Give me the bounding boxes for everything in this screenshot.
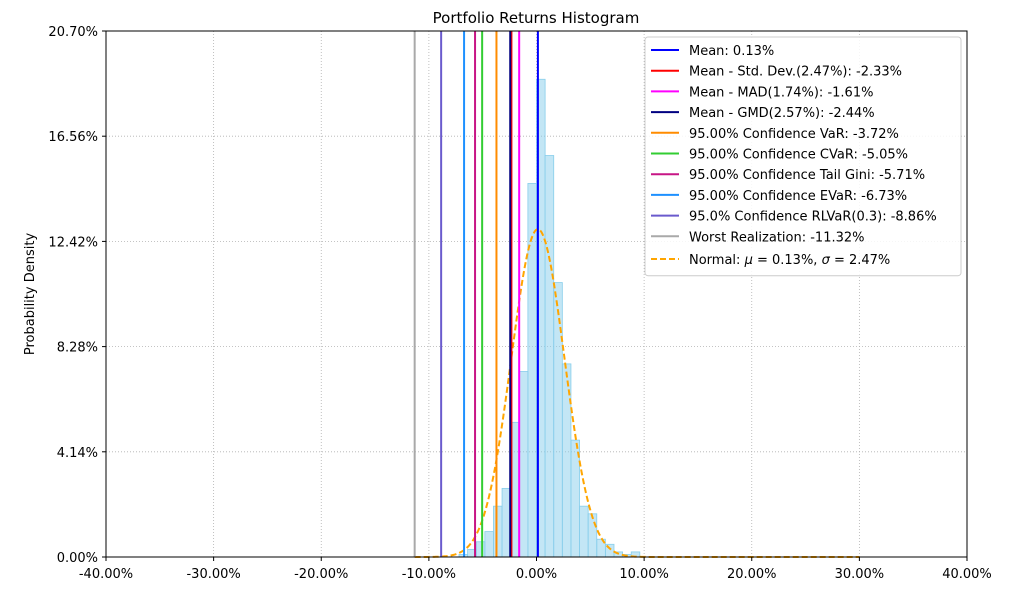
legend-label: 95.00% Confidence EVaR: -6.73%	[689, 189, 907, 204]
histogram-bar	[484, 531, 494, 558]
legend-label: 95.00% Confidence VaR: -3.72%	[689, 127, 899, 142]
x-axis-ticks: -40.00% -30.00% -20.00% -10.00% 0.00% 10.00% 2…	[79, 557, 992, 582]
histogram-bar	[518, 371, 529, 558]
x-tick-label: 10.00%	[619, 567, 669, 582]
y-tick-label: 20.70%	[48, 25, 98, 40]
histogram-bar	[587, 513, 598, 558]
legend-label: 95.00% Confidence Tail Gini: -5.71%	[689, 168, 925, 183]
histogram-bar	[475, 541, 486, 558]
x-tick-label: 0.00%	[516, 567, 557, 582]
x-tick-label: 20.00%	[727, 567, 777, 582]
chart-title: Portfolio Returns Histogram	[433, 9, 640, 27]
legend-label-normal-part: σ	[822, 253, 831, 268]
legend-label: Worst Realization: -11.32%	[689, 230, 865, 245]
y-tick-label: 8.28%	[57, 341, 98, 356]
y-tick-label: 4.14%	[57, 446, 98, 461]
y-axis-label: Probability Density	[23, 233, 38, 356]
legend-label: Mean - GMD(2.57%): -2.44%	[689, 106, 875, 121]
risk-lines	[413, 31, 539, 557]
legend-label: Mean - Std. Dev.(2.47%): -2.33%	[689, 65, 902, 80]
legend-label: Mean: 0.13%	[689, 44, 774, 59]
histogram-bar	[553, 282, 563, 558]
histogram-bar	[493, 505, 503, 558]
y-axis-ticks: 0.00% 4.14% 8.28% 12.42% 16.56% 20.70%	[48, 25, 106, 566]
histogram-bar	[579, 505, 589, 558]
x-tick-label: 30.00%	[835, 567, 885, 582]
x-tick-label: -30.00%	[186, 567, 240, 582]
legend-box	[644, 36, 962, 277]
x-tick-label: -10.00%	[402, 567, 456, 582]
legend-label: 95.00% Confidence CVaR: -5.05%	[689, 148, 908, 163]
legend-label: Mean - MAD(1.74%): -1.61%	[689, 85, 873, 100]
x-tick-label: -20.00%	[294, 567, 348, 582]
x-tick-label: 40.00%	[942, 567, 992, 582]
y-tick-label: 16.56%	[48, 130, 98, 145]
legend-label: 95.0% Confidence RLVaR(0.3): -8.86%	[689, 210, 937, 225]
legend-label-normal: Normal: μ = 0.13%, σ = 2.47%	[689, 253, 890, 268]
y-tick-label: 12.42%	[48, 235, 98, 250]
y-tick-label: 0.00%	[57, 551, 98, 566]
legend-label-normal-part: μ	[744, 253, 753, 268]
legend: Mean: 0.13% Mean - Std. Dev.(2.47%): -2.3…	[644, 36, 962, 277]
histogram-bar	[544, 155, 555, 558]
legend-label-normal-part: = 2.47%	[830, 253, 890, 268]
legend-label-normal-part: Normal:	[689, 253, 745, 268]
legend-label-normal-part: = 0.13%,	[753, 253, 822, 268]
x-tick-label: -40.00%	[79, 567, 133, 582]
